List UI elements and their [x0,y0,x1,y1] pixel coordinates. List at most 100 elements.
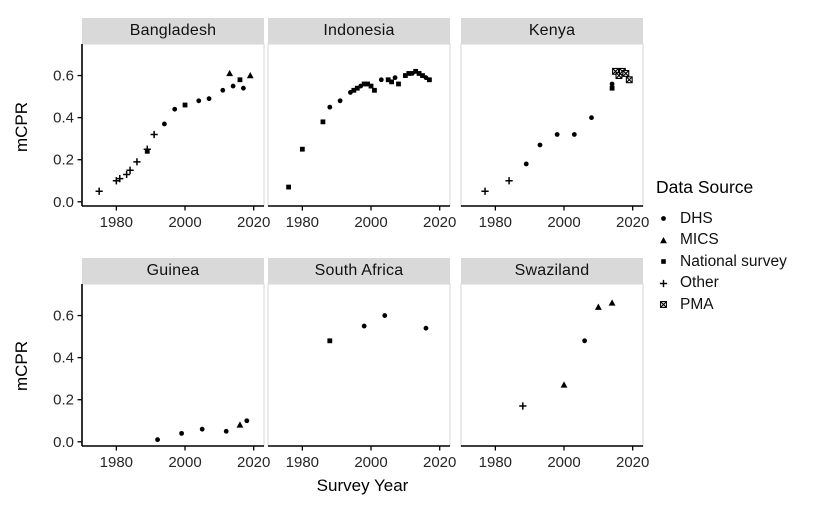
data-point-dhs [230,83,236,89]
data-point-dhs [220,87,226,93]
legend-label: National survey [680,252,787,270]
data-point-other [126,166,134,174]
facet-title: Bangladesh [129,22,217,39]
y-tick-label: 0.2 [53,152,74,169]
data-point-national-survey [144,148,150,154]
panel-background [81,43,265,207]
data-point-pma [625,76,633,84]
legend-entry-mics: MICS [656,230,787,252]
facet-title: South Africa [314,262,404,279]
data-point-dhs [571,132,577,137]
data-point-dhs [327,104,333,110]
facet-panel: 1980 2000 2020 0.0 0.2 0.4 0.6 [53,283,270,471]
data-point-national-survey [286,184,292,190]
facet-guinea: Guinea 1980 2000 2020 0.0 0.2 0.4 0.6 [53,258,270,471]
data-point-dhs [162,121,167,127]
legend-label: MICS [680,231,719,249]
legend-label: PMA [680,295,714,313]
data-point-dhs [537,142,543,148]
data-point-national-survey [299,146,305,152]
x-tick-label: 2000 [168,214,201,231]
facet-strip: South Africa [268,258,450,284]
data-point-other [133,158,141,166]
data-point-other [116,175,124,183]
legend-label: Other [680,274,719,292]
data-point-national-survey [365,81,370,87]
data-point-dhs [554,132,560,137]
data-point-other [95,187,103,195]
data-point-dhs [172,106,178,112]
x-tick-label: 1980 [286,214,319,231]
data-point-national-survey [385,77,391,83]
data-point-dhs [423,325,429,331]
data-point-dhs [382,313,388,318]
facet-swaziland: Swaziland 1980 2000 2020 [460,258,649,471]
data-point-dhs [378,77,384,83]
data-point-national-survey [320,119,326,125]
data-point-dhs [589,115,594,121]
x-axis-title: Survey Year [316,476,409,495]
data-point-pma [622,70,630,77]
data-point-other [519,402,527,410]
legend-label: DHS [680,209,713,227]
facet-south-africa: South Africa 1980 2000 2020 [267,258,456,471]
data-point-mics [226,69,234,77]
panel-background [267,283,451,447]
facet-strip: Bangladesh [82,18,264,44]
legend-title: Data Source [656,177,754,197]
x-tick-label: 2000 [354,214,387,231]
data-point-dhs [361,323,367,329]
data-point-mics [560,381,568,388]
data-point-national-survey [396,81,401,87]
x-tick-label: 2000 [354,454,387,471]
facet-panel: 1980 2000 2020 [267,283,456,471]
data-point-national-survey [420,73,425,78]
data-point-other [150,130,158,139]
y-tick-label: 0.6 [53,308,74,325]
pma-square-cross-icon [660,301,667,309]
data-point-dhs [244,418,250,424]
facet-strip: Indonesia [268,18,450,44]
data-point-dhs [155,437,160,443]
mics-triangle-icon [660,236,667,244]
x-tick-label: 2020 [237,454,270,471]
data-point-mics [594,303,602,310]
y-tick-label: 0.4 [53,110,74,127]
data-point-national-survey [361,81,367,87]
national-survey-square-icon [661,259,666,265]
y-tick-label: 0.2 [53,392,74,409]
facet-title: Kenya [528,22,576,39]
y-axis-title: mCPR [12,340,31,392]
data-point-national-survey [609,85,615,91]
data-point-national-survey [389,79,395,85]
data-point-dhs [179,430,184,436]
facet-title: Indonesia [323,22,395,39]
other-plus-icon [659,279,668,287]
data-point-dhs [206,96,212,102]
facet-panel: 1980 2000 2020 [460,43,649,231]
data-point-national-survey [327,338,333,344]
panel-background [460,283,644,447]
y-axis-title: mCPR [12,101,31,153]
y-tick-label: 0.0 [53,194,74,211]
data-point-mics [246,71,254,79]
data-point-national-survey [426,77,432,83]
data-point-national-survey [351,87,357,93]
data-point-dhs [196,98,202,104]
dhs-circle-icon [661,216,666,222]
data-point-other [505,177,513,185]
data-point-national-survey [402,73,408,78]
data-point-national-survey [237,77,243,83]
y-tick-label: 0.0 [53,434,74,451]
x-tick-label: 1980 [100,214,133,231]
facet-bangladesh: Bangladesh 1980 2000 2020 0.0 0.2 0.4 0.6 [53,18,270,231]
data-point-other [123,170,131,179]
data-point-national-survey [354,85,360,91]
data-point-dhs [240,85,246,91]
data-point-mics [236,421,244,428]
facet-panel: 1980 2000 2020 [460,283,649,471]
panel-background [267,43,451,207]
data-point-national-survey [372,87,377,93]
data-point-national-survey [416,71,422,76]
